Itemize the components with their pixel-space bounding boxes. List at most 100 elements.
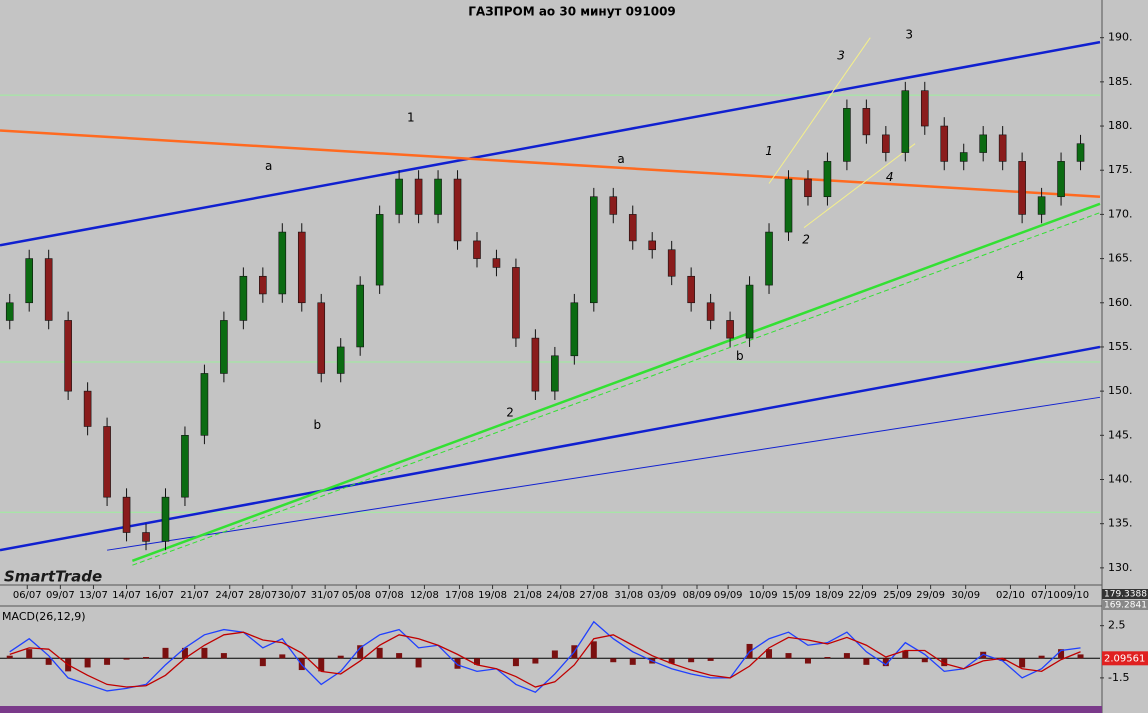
candle-body bbox=[1018, 161, 1026, 215]
macd-line bbox=[9, 620, 1081, 694]
wave-label: 1 bbox=[407, 111, 415, 125]
readout-box bbox=[1102, 600, 1148, 610]
candle-body bbox=[590, 196, 598, 304]
candle-body bbox=[979, 134, 987, 153]
candle-body bbox=[804, 178, 812, 198]
y-tick-label: 170. bbox=[1108, 207, 1133, 220]
candle-body bbox=[784, 178, 793, 233]
y-tick-label: 145. bbox=[1108, 428, 1133, 441]
readout-box bbox=[1102, 651, 1148, 666]
candle-body bbox=[998, 134, 1007, 162]
x-tick-label: 21/08 bbox=[513, 590, 542, 601]
wave-label: 2 bbox=[506, 406, 514, 420]
candle-body bbox=[83, 390, 92, 427]
candle-body bbox=[161, 496, 170, 542]
candle-body bbox=[745, 284, 754, 339]
candle-body bbox=[473, 240, 481, 259]
x-tick-label: 07/08 bbox=[375, 590, 404, 601]
y-tick-label: 185. bbox=[1108, 75, 1133, 88]
candle-body bbox=[628, 214, 637, 242]
candle-body bbox=[862, 108, 871, 136]
x-tick-label: 29/09 bbox=[916, 590, 945, 601]
candle-body bbox=[648, 240, 657, 251]
candle-body bbox=[1037, 196, 1046, 215]
candle-body bbox=[200, 373, 209, 436]
x-tick-label: 10/09 bbox=[749, 590, 778, 601]
wave-label: 2 bbox=[802, 233, 810, 247]
candle-body bbox=[843, 108, 851, 162]
candle-body bbox=[142, 532, 150, 542]
y-tick-label: 175. bbox=[1108, 163, 1133, 176]
candle-body bbox=[512, 267, 520, 339]
readout-box bbox=[1102, 589, 1148, 599]
candle-body bbox=[570, 302, 579, 357]
candle-body bbox=[44, 258, 53, 321]
candle-body bbox=[336, 346, 345, 374]
trendline bbox=[803, 143, 916, 229]
candle-body bbox=[726, 320, 734, 339]
x-tick-label: 17/08 bbox=[445, 590, 474, 601]
x-tick-label: 13/07 bbox=[79, 590, 108, 601]
candle-body bbox=[609, 196, 618, 215]
x-tick-label: 09/07 bbox=[46, 590, 75, 601]
candle-body bbox=[395, 178, 403, 215]
x-tick-label: 15/09 bbox=[782, 590, 811, 601]
y-tick-label: 2.5 bbox=[1108, 619, 1126, 632]
x-tick-label: 12/08 bbox=[410, 590, 439, 601]
y-tick-label: 140. bbox=[1108, 472, 1133, 485]
trendline bbox=[107, 396, 1101, 551]
candle-body bbox=[1076, 143, 1085, 162]
candle-body bbox=[492, 258, 501, 268]
y-tick-label: 180. bbox=[1108, 119, 1133, 132]
trendline bbox=[0, 129, 1101, 198]
candle-body bbox=[765, 231, 773, 286]
candle-body bbox=[453, 178, 462, 242]
wave-label: 1 bbox=[765, 144, 773, 158]
wave-label: 3 bbox=[905, 28, 913, 42]
candle-body bbox=[103, 426, 111, 498]
y-tick-label: 190. bbox=[1108, 31, 1133, 44]
candle-body bbox=[434, 178, 442, 215]
x-tick-label: 30/07 bbox=[278, 590, 307, 601]
candle-body bbox=[25, 258, 34, 304]
candle-body bbox=[901, 90, 910, 153]
y-tick-label: 150. bbox=[1108, 384, 1133, 397]
x-tick-label: 03/09 bbox=[648, 590, 677, 601]
candle-body bbox=[278, 231, 287, 295]
x-tick-label: 19/08 bbox=[478, 590, 507, 601]
x-tick-label: 22/09 bbox=[848, 590, 877, 601]
readout: 169.2841 bbox=[1104, 601, 1147, 611]
x-tick-label: 06/07 bbox=[13, 590, 42, 601]
x-tick-label: 05/08 bbox=[342, 590, 371, 601]
y-tick-label: 165. bbox=[1108, 252, 1133, 265]
wave-label: 4 bbox=[886, 170, 894, 184]
x-tick-label: 09/10 bbox=[1060, 590, 1089, 601]
candle-body bbox=[317, 302, 326, 374]
x-tick-label: 08/09 bbox=[683, 590, 712, 601]
logo: SmartTrade bbox=[4, 568, 102, 586]
candle-body bbox=[551, 355, 559, 392]
y-tick-label: 135. bbox=[1108, 517, 1133, 530]
trendline bbox=[132, 212, 1101, 566]
candle-body bbox=[823, 161, 832, 198]
trendline bbox=[0, 40, 1101, 247]
x-tick-label: 28/07 bbox=[248, 590, 277, 601]
x-tick-label: 18/09 bbox=[815, 590, 844, 601]
candle-body bbox=[5, 302, 14, 321]
candle-body bbox=[239, 275, 248, 321]
x-tick-label: 07/10 bbox=[1031, 590, 1060, 601]
wave-label: 4 bbox=[1016, 269, 1024, 283]
x-tick-label: 31/07 bbox=[311, 590, 340, 601]
bottom-strip bbox=[0, 706, 1102, 713]
candle-body bbox=[667, 249, 676, 277]
wave-label: b bbox=[314, 418, 322, 432]
trendline bbox=[131, 202, 1101, 562]
candle-body bbox=[220, 320, 228, 374]
trendline bbox=[768, 37, 871, 184]
x-tick-label: 27/08 bbox=[579, 590, 608, 601]
candle-body bbox=[259, 275, 267, 295]
wave-label: a bbox=[617, 152, 624, 166]
candle-body bbox=[940, 125, 949, 162]
y-tick-label: 160. bbox=[1108, 296, 1133, 309]
macd-title: MACD(26,12,9) bbox=[2, 610, 86, 623]
